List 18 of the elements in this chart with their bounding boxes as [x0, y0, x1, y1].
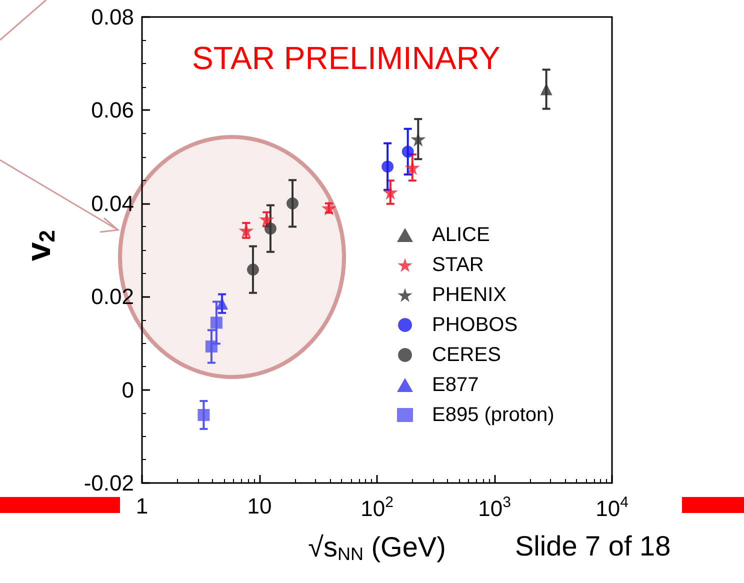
- text: Slide 7 of 18: [515, 530, 671, 562]
- y-tick-label: 0.04: [91, 190, 134, 216]
- y-tick-label: -0.02: [84, 470, 134, 496]
- legend-label: E895 (proton): [432, 404, 554, 426]
- legend-label: E877: [432, 374, 479, 396]
- y-tick-label: 0: [122, 377, 134, 402]
- y-axis-title: v2: [20, 230, 60, 262]
- y-tick-label: 0.06: [91, 98, 134, 123]
- legend-label: PHENIX: [432, 284, 506, 306]
- y-tick-label: 0.02: [91, 284, 134, 310]
- legend-label: STAR: [432, 254, 484, 276]
- legend-label: PHOBOS: [432, 314, 518, 336]
- y-tick-label: 0.08: [91, 4, 134, 30]
- x-tick-label: 10: [247, 494, 272, 518]
- legend-label: CERES: [432, 344, 501, 366]
- legend-label: ALICE: [432, 224, 490, 246]
- annotation: STAR PRELIMINARY: [192, 40, 500, 76]
- x-tick-label: 1: [136, 494, 148, 518]
